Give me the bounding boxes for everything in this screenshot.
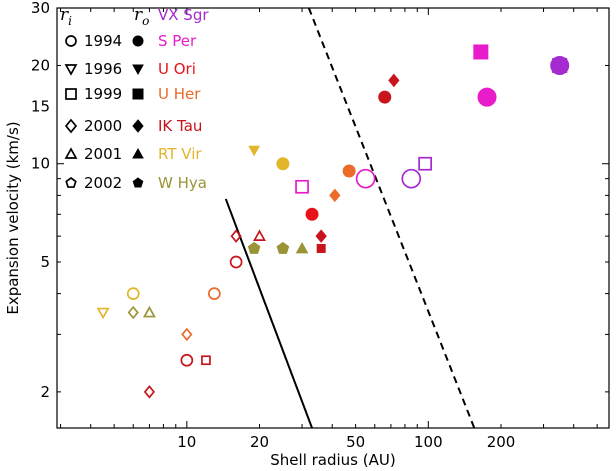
y-tick-label: 30 — [31, 0, 50, 17]
legend-marker-filled — [132, 64, 144, 76]
data-point — [207, 287, 221, 300]
data-point — [276, 241, 290, 254]
data-point — [329, 188, 341, 203]
data-point — [127, 305, 139, 320]
data-point — [180, 353, 194, 367]
data-point — [248, 145, 260, 157]
legend-year-label: 2001 — [84, 145, 122, 163]
legend-marker-filled — [132, 147, 144, 159]
legend-marker-open — [64, 118, 78, 134]
data-point — [96, 307, 110, 320]
legend-header-ro: ro — [134, 5, 149, 28]
data-point — [181, 327, 193, 342]
data-point — [355, 168, 376, 189]
data-point — [229, 255, 243, 269]
legend-year-label: 1994 — [84, 32, 122, 50]
data-point — [143, 385, 156, 399]
y-tick-label: 5 — [40, 253, 50, 271]
data-point — [295, 241, 309, 254]
legend-star-label: VX Sgr — [158, 6, 209, 24]
legend-year-label: 1996 — [84, 60, 122, 78]
data-point — [401, 168, 422, 189]
data-point — [473, 44, 489, 60]
legend-marker-filled — [132, 177, 144, 188]
legend-star-label: RT Vir — [158, 145, 202, 163]
legend-marker-filled — [132, 119, 144, 133]
data-point — [230, 229, 242, 243]
legend-marker-open — [64, 147, 78, 159]
data-point — [418, 156, 432, 171]
data-point — [126, 287, 140, 300]
axis-ticks — [57, 7, 609, 428]
data-point — [552, 57, 568, 73]
legend-marker-open — [65, 88, 77, 100]
dashed-reference-line — [307, 7, 476, 429]
y-axis-label: Expansion velocity (km/s) — [4, 121, 22, 314]
legend-star-label: U Her — [158, 85, 201, 103]
legend-year-label: 1999 — [84, 85, 122, 103]
data-point — [315, 229, 327, 243]
legend-marker-filled — [132, 35, 144, 47]
data-point — [316, 243, 326, 253]
legend-year-label: 2002 — [84, 174, 122, 192]
x-tick-label: 10 — [177, 433, 196, 451]
legend-star-label: W Hya — [158, 174, 207, 192]
x-axis-label: Shell radius (AU) — [270, 451, 395, 469]
legend-marker-open — [65, 176, 77, 188]
data-point — [342, 164, 356, 178]
y-tick-label: 10 — [31, 155, 50, 173]
data-point — [247, 241, 261, 254]
legend-star-label: IK Tau — [158, 117, 202, 135]
reference-lines — [224, 7, 476, 429]
legend-star-label: S Per — [158, 32, 197, 50]
data-point — [142, 305, 156, 318]
legend: ri ro 1994 1996 1999 2000 2001 2002 VX Sgr S Pe… — [60, 5, 209, 192]
y-tick-label: 15 — [31, 97, 50, 115]
data-points — [96, 44, 570, 399]
data-point — [201, 355, 211, 366]
data-point — [388, 73, 400, 88]
legend-marker-filled — [132, 88, 144, 100]
legend-year-label: 2000 — [84, 117, 122, 135]
x-tick-label: 100 — [414, 433, 443, 451]
x-tick-label: 20 — [250, 433, 269, 451]
data-point — [276, 157, 290, 171]
legend-marker-open — [65, 35, 77, 47]
y-tick-label: 2 — [40, 383, 50, 401]
data-point — [253, 229, 266, 241]
y-tick-label: 20 — [31, 56, 50, 74]
legend-star-label: U Ori — [158, 60, 196, 78]
data-point — [378, 90, 392, 104]
data-point — [477, 87, 497, 107]
plot-frame — [56, 7, 610, 429]
data-point — [305, 207, 319, 221]
data-point — [295, 179, 309, 194]
legend-marker-open — [64, 64, 78, 76]
x-tick-label: 200 — [487, 433, 516, 451]
x-tick-label: 50 — [346, 433, 365, 451]
legend-header-ri: ri — [60, 5, 72, 28]
